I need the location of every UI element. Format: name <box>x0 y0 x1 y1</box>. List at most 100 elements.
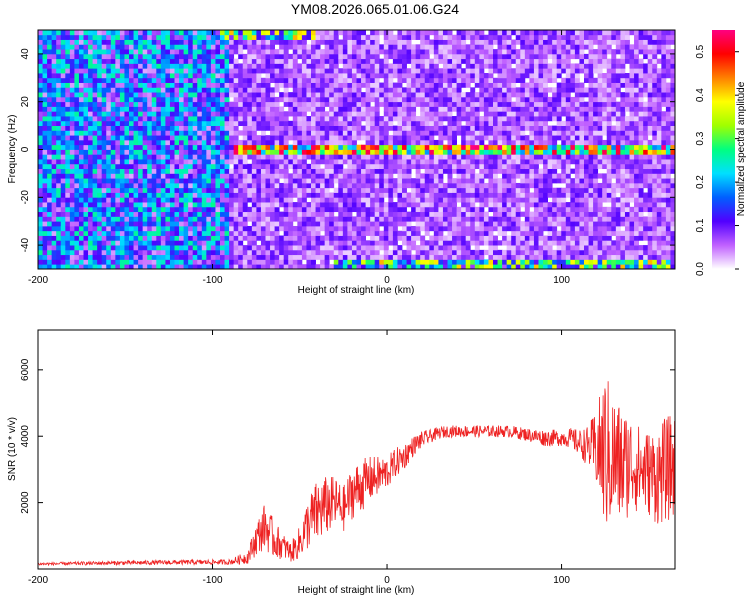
heatmap-cell <box>497 211 503 217</box>
heatmap-cell <box>415 178 421 184</box>
heatmap-cell <box>379 130 385 136</box>
heatmap-cell <box>361 182 366 189</box>
heatmap-cell <box>247 235 253 241</box>
heatmap-cell <box>220 135 225 141</box>
heatmap-cell <box>483 211 489 217</box>
heatmap-cell <box>370 49 376 55</box>
heatmap-cell <box>324 216 330 222</box>
heatmap-cell <box>415 58 421 64</box>
heatmap-cell <box>342 77 348 83</box>
heatmap-cell <box>110 92 116 98</box>
heatmap-cell <box>88 92 93 98</box>
heatmap-cell <box>292 30 298 36</box>
heatmap-cell <box>415 182 421 189</box>
heatmap-cell <box>356 34 362 40</box>
heatmap-cell <box>106 58 112 64</box>
heatmap-cell <box>92 34 98 40</box>
heatmap-cell <box>374 39 380 45</box>
heatmap-cell <box>342 34 348 40</box>
heatmap-cell <box>124 192 130 198</box>
heatmap-cell <box>342 202 348 208</box>
heatmap-cell <box>311 178 316 184</box>
heatmap-cell <box>78 235 84 241</box>
heatmap-cell <box>497 92 503 98</box>
heatmap-cell <box>292 87 298 93</box>
heatmap-cell <box>201 139 207 146</box>
heatmap-cell <box>351 125 357 131</box>
heatmap-cell <box>256 116 262 122</box>
heatmap-cell <box>465 73 471 79</box>
heatmap-cell <box>383 53 389 60</box>
heatmap-cell <box>311 106 316 112</box>
heatmap-cell <box>242 68 248 74</box>
heatmap-cell <box>324 68 330 74</box>
heatmap-cell <box>47 259 53 265</box>
heatmap-cell <box>256 63 262 69</box>
heatmap-cell <box>133 240 139 246</box>
heatmap-cell <box>311 111 316 117</box>
heatmap-cell <box>493 96 498 103</box>
heatmap-cell <box>247 259 253 265</box>
heatmap-cell <box>197 49 203 55</box>
heatmap-cell <box>415 202 421 208</box>
heatmap-cell <box>365 173 371 179</box>
heatmap-cell <box>242 39 248 45</box>
heatmap-cell <box>493 168 498 174</box>
heatmap-cell <box>169 225 175 232</box>
heatmap-cell <box>297 202 303 208</box>
heatmap-cell <box>179 30 184 36</box>
heatmap-cell <box>60 39 66 45</box>
heatmap-cell <box>229 63 235 69</box>
heatmap-cell <box>188 240 194 246</box>
heatmap-cell <box>433 206 439 213</box>
heatmap-cell <box>447 106 453 112</box>
heatmap-cell <box>238 53 244 60</box>
heatmap-cell <box>470 96 476 103</box>
heatmap-cell <box>433 130 439 136</box>
heatmap-cell <box>470 68 476 74</box>
heatmap-cell <box>447 82 453 88</box>
heatmap-cell <box>42 87 48 93</box>
heatmap-cell <box>174 53 180 60</box>
heatmap-cell <box>92 39 98 45</box>
heatmap-cell <box>188 230 194 236</box>
heatmap-cell <box>402 230 407 236</box>
heatmap-cell <box>233 206 239 213</box>
heatmap-cell <box>433 178 439 184</box>
heatmap-cell <box>351 101 357 107</box>
heatmap-cell <box>147 120 153 126</box>
heatmap-cell <box>233 192 239 198</box>
heatmap-cell <box>333 163 339 170</box>
heatmap-cell <box>92 130 98 136</box>
heatmap-cell <box>42 77 48 83</box>
heatmap-cell <box>233 173 239 179</box>
heatmap-cell <box>119 173 125 179</box>
heatmap-cell <box>119 216 125 222</box>
heatmap-cell <box>397 264 403 269</box>
heatmap-cell <box>465 221 471 227</box>
heatmap-cell <box>156 106 162 112</box>
heatmap-cell <box>301 144 307 150</box>
heatmap-cell <box>470 144 476 150</box>
heatmap-cell <box>92 68 98 74</box>
heatmap-cell <box>365 163 371 170</box>
heatmap-cell <box>483 221 489 227</box>
heatmap-cell <box>461 264 467 269</box>
heatmap-cell <box>106 264 112 269</box>
heatmap-cell <box>229 192 235 198</box>
heatmap-cell <box>356 73 362 79</box>
heatmap-cell <box>365 63 371 69</box>
heatmap-cell <box>242 135 248 141</box>
heatmap-cell <box>297 245 303 251</box>
heatmap-cell <box>465 230 471 236</box>
heatmap-cell <box>220 34 225 40</box>
heatmap-cell <box>247 111 253 117</box>
heatmap-cell <box>101 82 107 88</box>
heatmap-cell <box>124 106 130 112</box>
heatmap-cell <box>465 63 471 69</box>
heatmap-cell <box>188 139 194 146</box>
heatmap-cell <box>247 173 253 179</box>
heatmap-cell <box>160 96 166 103</box>
heatmap-cell <box>229 34 235 40</box>
heatmap-cell <box>201 116 207 122</box>
